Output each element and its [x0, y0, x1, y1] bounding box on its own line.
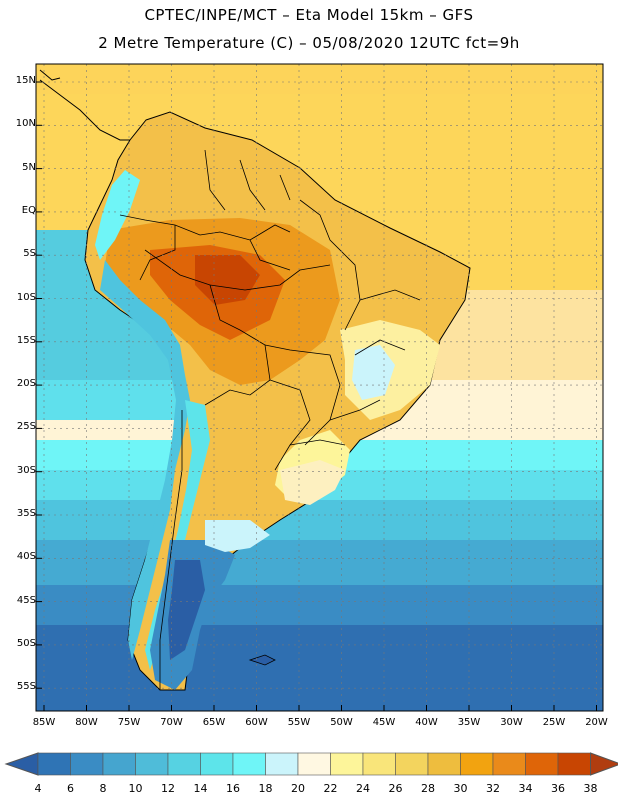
- colorbar-swatch: [492, 752, 526, 776]
- colorbar-label-34: 34: [518, 782, 533, 795]
- lon-label-60W: 60W: [245, 717, 268, 728]
- lat-label-5N: 5N: [22, 161, 36, 173]
- colorbar-label-36: 36: [551, 782, 565, 795]
- colorbar-swatch: [200, 752, 234, 776]
- colorbar-swatch: [427, 752, 461, 776]
- colorbar-label-14: 14: [193, 782, 208, 795]
- colorbar-swatch: [265, 752, 299, 776]
- colorbar-swatch: [70, 752, 104, 776]
- lat-label-20S: 20S: [16, 378, 36, 390]
- lat-label-40S: 40S: [16, 551, 36, 563]
- colorbar-swatch: [167, 752, 201, 776]
- lat-label-30S: 30S: [16, 464, 36, 476]
- colorbar-label-32: 32: [486, 782, 500, 795]
- lon-label-30W: 30W: [500, 717, 523, 728]
- map-frame: [35, 63, 604, 712]
- lat-label-15S: 15S: [16, 334, 36, 346]
- lat-label-5S: 5S: [23, 248, 36, 260]
- colorbar-label-24: 24: [356, 782, 370, 795]
- lon-label-85W: 85W: [32, 717, 56, 728]
- colorbar-label-18: 18: [258, 782, 273, 795]
- colorbar-swatch: [330, 752, 364, 776]
- lat-label-35S: 35S: [16, 508, 36, 519]
- lat-label-10S: 10S: [16, 291, 36, 303]
- colorbar-swatch: [525, 752, 559, 776]
- lon-label-25W: 25W: [542, 717, 566, 728]
- colorbar-label-20: 20: [291, 782, 305, 795]
- colorbar-label-38: 38: [583, 782, 598, 795]
- lat-label-55S: 55S: [16, 681, 36, 693]
- lon-label-50W: 50W: [330, 717, 353, 728]
- colorbar-swatch: [135, 752, 169, 776]
- country-borders: [119, 149, 421, 690]
- colorbar-label-4: 4: [34, 782, 42, 795]
- colorbar-swatch: [460, 752, 494, 776]
- lat-label-EQ: EQ: [21, 204, 36, 216]
- chart-title: CPTEC/INPE/MCT – Eta Model 15km – GFS: [144, 6, 474, 24]
- colorbar: [4, 752, 618, 776]
- lat-label-15N: 15N: [15, 75, 36, 86]
- colorbar-swatch: [232, 752, 266, 776]
- lon-label-35W: 35W: [457, 717, 481, 728]
- lon-label-45W: 45W: [372, 717, 396, 728]
- colorbar-label-28: 28: [421, 782, 435, 795]
- colorbar-label-6: 6: [67, 782, 74, 795]
- colorbar-swatch: [557, 752, 591, 776]
- colorbar-label-8: 8: [99, 782, 107, 795]
- lat-lon-grid: [36, 64, 603, 711]
- colorbar-label-12: 12: [161, 782, 175, 795]
- lat-label-25S: 25S: [16, 421, 36, 433]
- colorbar-label-16: 16: [226, 782, 240, 795]
- lon-label-70W: 70W: [160, 717, 183, 728]
- lon-label-55W: 55W: [287, 717, 311, 728]
- colorbar-swatch: [102, 752, 136, 776]
- colorbar-label-26: 26: [388, 782, 403, 795]
- colorbar-swatch: [362, 752, 396, 776]
- lon-label-40W: 40W: [415, 717, 438, 728]
- lat-label-10N: 10N: [15, 118, 36, 130]
- colorbar-swatch: [395, 752, 429, 776]
- lon-label-80W: 80W: [75, 717, 98, 728]
- lat-label-45S: 45S: [16, 594, 36, 606]
- lon-label-20W: 20W: [585, 717, 608, 728]
- colorbar-label-10: 10: [128, 782, 143, 795]
- colorbar-swatch: [37, 752, 71, 776]
- lat-label-50S: 50S: [16, 637, 36, 649]
- colorbar-label-30: 30: [453, 782, 468, 795]
- colorbar-label-22: 22: [323, 782, 338, 795]
- lon-label-75W: 75W: [117, 717, 141, 728]
- chart-subtitle: 2 Metre Temperature (C) – 05/08/2020 12U…: [98, 34, 520, 52]
- lon-label-65W: 65W: [202, 717, 226, 728]
- colorbar-low-arrow: [4, 752, 39, 776]
- colorbar-high-arrow: [590, 752, 618, 776]
- colorbar-swatch: [297, 752, 331, 776]
